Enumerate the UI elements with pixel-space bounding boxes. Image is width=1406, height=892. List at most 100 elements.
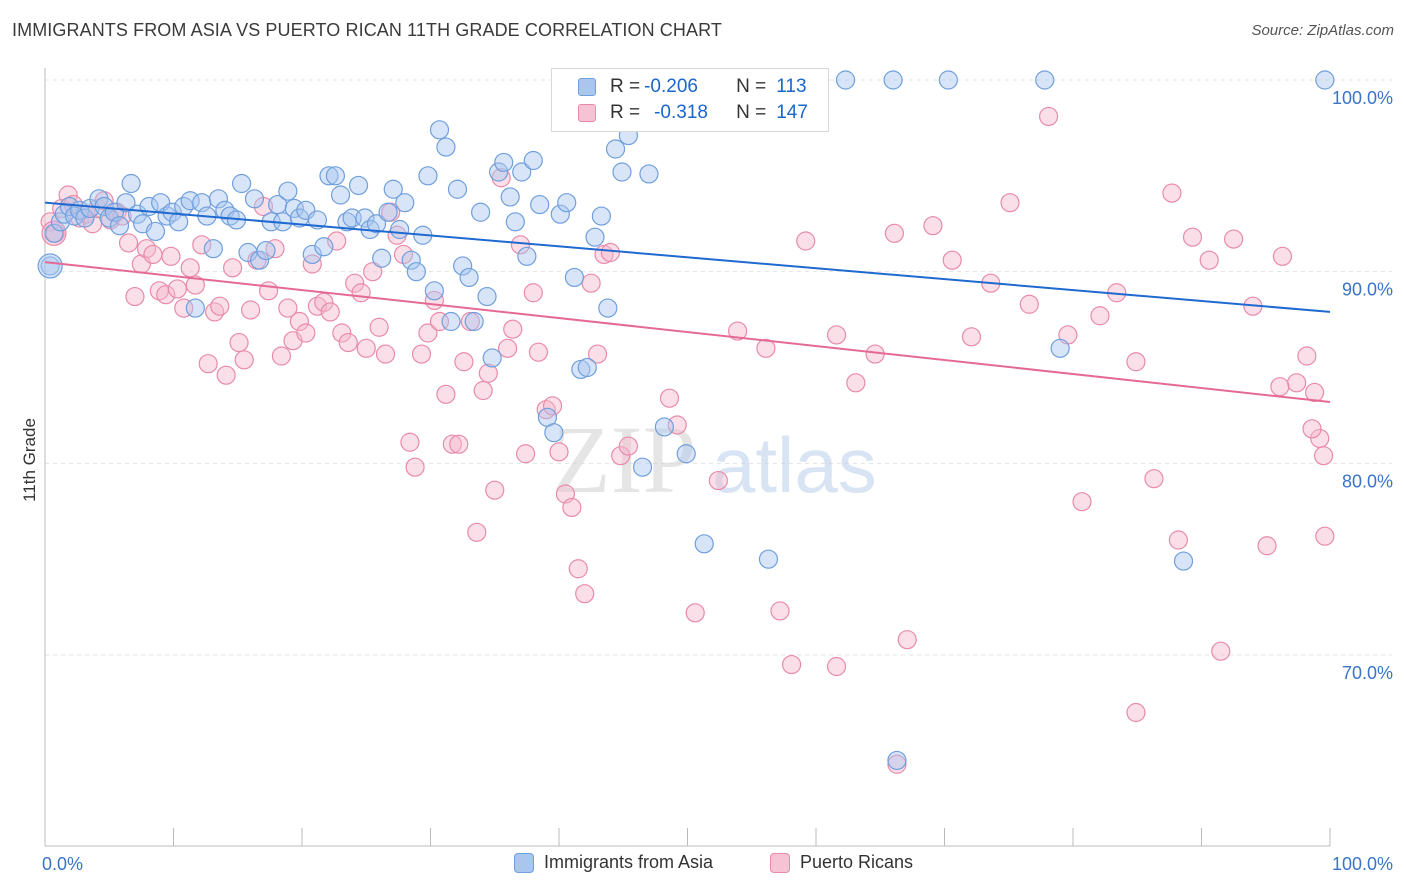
- puerto-rican-point: [1072, 492, 1092, 512]
- puerto-rican-point: [1270, 377, 1290, 397]
- r-label: R =: [610, 102, 641, 123]
- puerto-rican-point: [796, 231, 816, 251]
- puerto-rican-point: [369, 317, 389, 337]
- puerto-rican-point: [174, 298, 194, 318]
- asia-point: [612, 162, 632, 182]
- puerto-rican-point: [618, 436, 638, 456]
- puerto-rican-point: [449, 434, 469, 454]
- puerto-rican-point: [562, 497, 582, 518]
- asia-point: [1315, 70, 1335, 90]
- asia-point: [1035, 70, 1055, 90]
- asia-point: [887, 750, 907, 771]
- puerto-rican-point: [1144, 469, 1164, 489]
- n-value: 113: [776, 76, 807, 97]
- y-tick-label: 100.0%: [1332, 88, 1393, 108]
- puerto-rican-point: [600, 242, 621, 263]
- watermark-atlas: atlas: [712, 421, 877, 509]
- puerto-rican-point: [473, 380, 493, 401]
- asia-point: [605, 139, 626, 159]
- puerto-rican-point: [781, 654, 802, 675]
- puerto-rican-point: [216, 365, 236, 385]
- asia-point: [44, 223, 64, 243]
- asia-point: [694, 534, 714, 554]
- puerto-rican-point: [375, 344, 396, 364]
- puerto-rican-point: [1297, 346, 1317, 366]
- puerto-rican-point: [454, 352, 474, 372]
- asia-point: [157, 206, 177, 226]
- asia-point: [1173, 551, 1194, 571]
- axes: [44, 68, 1331, 847]
- asia-point: [203, 239, 223, 259]
- puerto-rican-point: [198, 354, 218, 374]
- puerto-rican-point: [405, 457, 425, 477]
- puerto-rican-point: [961, 327, 982, 347]
- asia-point: [441, 311, 461, 332]
- asia-point: [591, 206, 612, 226]
- legend-item-puerto-ricans[interactable]: Puerto Ricans: [770, 852, 913, 873]
- puerto-rican-point: [528, 342, 549, 362]
- asia-point: [372, 248, 392, 268]
- puerto-rican-point: [1224, 229, 1244, 249]
- puerto-rican-point: [575, 584, 595, 604]
- puerto-rican-point: [167, 279, 187, 299]
- legend-swatch-pink: [578, 104, 596, 122]
- puerto-rican-point: [210, 296, 230, 316]
- puerto-rican-point: [258, 281, 279, 301]
- puerto-rican-point: [942, 250, 962, 270]
- n-label: N =: [736, 102, 767, 123]
- asia-point: [355, 208, 375, 228]
- asia-point: [550, 204, 570, 224]
- asia-point: [390, 219, 410, 240]
- asia-point: [835, 70, 856, 90]
- asia-point: [256, 240, 276, 261]
- puerto-rican-point: [1211, 641, 1231, 661]
- puerto-rican-trend-line: [44, 261, 1331, 403]
- puerto-rican-point: [728, 321, 748, 341]
- puerto-rican-point: [708, 470, 728, 491]
- y-tick-label: 90.0%: [1342, 280, 1393, 300]
- asia-point: [244, 189, 265, 209]
- asia-point: [1050, 338, 1070, 358]
- puerto-rican-point: [923, 216, 943, 236]
- puerto-rican-point: [1162, 183, 1182, 203]
- puerto-rican-point: [611, 446, 631, 466]
- asia-point: [639, 164, 659, 184]
- puerto-rican-point: [393, 244, 414, 265]
- puerto-rican-point: [756, 338, 776, 358]
- puerto-rican-point: [1000, 193, 1020, 213]
- puerto-rican-point: [1182, 227, 1203, 247]
- asia-point: [424, 281, 444, 301]
- chart-title: IMMIGRANTS FROM ASIA VS PUERTO RICAN 11T…: [12, 20, 722, 40]
- immigrants-from-asia-points: [37, 70, 1335, 771]
- legend-swatch-blue: [514, 852, 534, 873]
- puerto-rican-point: [118, 233, 139, 253]
- puerto-rican-point: [846, 373, 866, 393]
- puerto-rican-point: [436, 384, 456, 404]
- asia-point: [232, 173, 252, 194]
- asia-point: [436, 137, 456, 157]
- asia-point: [145, 221, 166, 242]
- asia-trend-line: [44, 201, 1331, 313]
- asia-point: [598, 298, 618, 318]
- asia-point: [366, 214, 387, 234]
- puerto-rican-point: [234, 350, 254, 370]
- puerto-rican-point: [826, 656, 847, 677]
- asia-point: [406, 262, 426, 282]
- puerto-rican-point: [542, 396, 563, 416]
- puerto-rican-point: [515, 444, 536, 464]
- puerto-rican-point: [156, 285, 176, 305]
- n-label: N =: [736, 76, 767, 97]
- puerto-rican-point: [82, 214, 103, 234]
- asia-point: [557, 193, 577, 213]
- asia-point: [395, 193, 415, 213]
- legend-item-asia[interactable]: Immigrants from Asia: [514, 852, 713, 873]
- legend-label-asia: Immigrants from Asia: [544, 852, 714, 872]
- puerto-rican-point: [205, 302, 225, 322]
- puerto-rican-point: [332, 323, 352, 343]
- asia-point: [477, 286, 497, 307]
- puerto-rican-point: [320, 302, 340, 322]
- puerto-rican-point: [338, 332, 358, 353]
- puerto-rican-point: [143, 244, 163, 265]
- puerto-rican-point: [498, 338, 518, 358]
